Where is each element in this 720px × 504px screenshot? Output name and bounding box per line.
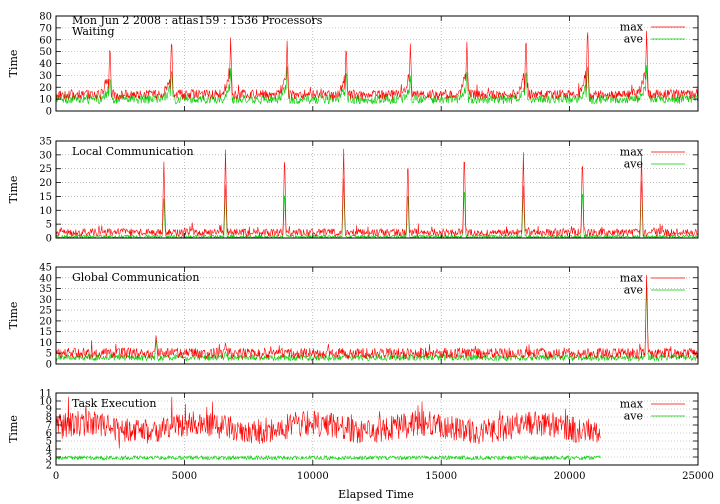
legend-label-max: max xyxy=(620,272,644,285)
series-max-line xyxy=(55,274,699,360)
y-tick-label: 30 xyxy=(39,150,52,161)
series-ave-line xyxy=(55,65,699,105)
y-tick-label: 8 xyxy=(46,413,52,424)
plot-frame xyxy=(55,140,699,239)
plot-frame xyxy=(55,392,699,466)
y-tick-label: 10 xyxy=(39,95,52,106)
panel-local: 0 5 10 15 20 25 30 35 Time Local Communication max… xyxy=(7,137,699,245)
series-ave-line xyxy=(55,178,699,240)
y-axis-label: Time xyxy=(7,415,20,443)
legend-label-ave: ave xyxy=(624,158,643,171)
y-tick-label: 35 xyxy=(39,137,52,148)
y-axis-label: Time xyxy=(7,176,20,204)
legend-label-max: max xyxy=(620,21,644,34)
figure-header: Mon Jun 2 2008 : atlas159 : 1536 Process… xyxy=(72,14,323,27)
y-tick-label: 3 xyxy=(46,453,52,464)
legend-label-ave: ave xyxy=(624,284,643,297)
y-tick-label: 20 xyxy=(39,178,52,189)
x-tick-label: 0 xyxy=(53,471,59,482)
series-max-line xyxy=(55,148,699,238)
y-tick-label: 9 xyxy=(46,405,52,416)
y-tick-label: 20 xyxy=(39,83,52,94)
series-max-line xyxy=(55,396,601,449)
y-tick-label: 40 xyxy=(39,273,52,284)
y-tick-label: 50 xyxy=(39,47,52,58)
y-tick-label: 20 xyxy=(39,316,52,327)
plot-frame xyxy=(55,266,699,365)
y-tick-label: 25 xyxy=(39,164,52,175)
y-tick-label: 5 xyxy=(46,349,52,360)
y-tick-label: 0 xyxy=(46,360,52,371)
y-tick-label: 80 xyxy=(39,12,52,23)
x-tick-label: 15000 xyxy=(425,471,457,482)
y-tick-label: 45 xyxy=(39,263,52,274)
x-tick-label: 5000 xyxy=(172,471,197,482)
panel-title: Task Execution xyxy=(72,397,156,410)
y-tick-label: 35 xyxy=(39,284,52,295)
y-tick-label: 2 xyxy=(46,461,52,472)
x-tick-label: 20000 xyxy=(554,471,586,482)
y-tick-label: 5 xyxy=(46,220,52,231)
legend-label-max: max xyxy=(620,146,644,159)
y-tick-label: 30 xyxy=(39,71,52,82)
y-tick-label: 25 xyxy=(39,306,52,317)
legend-label-max: max xyxy=(620,398,644,411)
y-tick-label: 11 xyxy=(39,389,52,400)
series-max-line xyxy=(55,30,699,100)
y-tick-label: 7 xyxy=(46,421,52,432)
y-tick-label: 40 xyxy=(39,59,52,70)
y-tick-label: 10 xyxy=(39,206,52,217)
series-ave-line xyxy=(55,281,699,362)
y-tick-label: 0 xyxy=(46,234,52,245)
y-axis-label: Time xyxy=(7,302,20,330)
y-tick-label: 15 xyxy=(39,327,52,338)
x-tick-label: 10000 xyxy=(297,471,329,482)
legend-label-ave: ave xyxy=(624,410,643,423)
y-tick-label: 60 xyxy=(39,35,52,46)
series-ave-line xyxy=(55,454,601,461)
x-axis-label: Elapsed Time xyxy=(338,488,414,501)
legend-label-ave: ave xyxy=(624,33,643,46)
y-tick-label: 4 xyxy=(46,445,52,456)
y-tick-label: 70 xyxy=(39,23,52,34)
y-tick-label: 30 xyxy=(39,295,52,306)
y-tick-label: 6 xyxy=(46,429,52,440)
x-tick-label: 25000 xyxy=(682,471,714,482)
y-tick-label: 5 xyxy=(46,437,52,448)
panel-title: Global Communication xyxy=(72,271,200,284)
y-tick-label: 10 xyxy=(39,397,52,408)
y-axis-label: Time xyxy=(7,50,20,78)
y-tick-label: 15 xyxy=(39,192,52,203)
y-tick-label: 10 xyxy=(39,338,52,349)
panel-title: Waiting xyxy=(72,25,115,38)
y-tick-label: 0 xyxy=(46,107,52,118)
panel-title: Local Communication xyxy=(72,145,194,158)
